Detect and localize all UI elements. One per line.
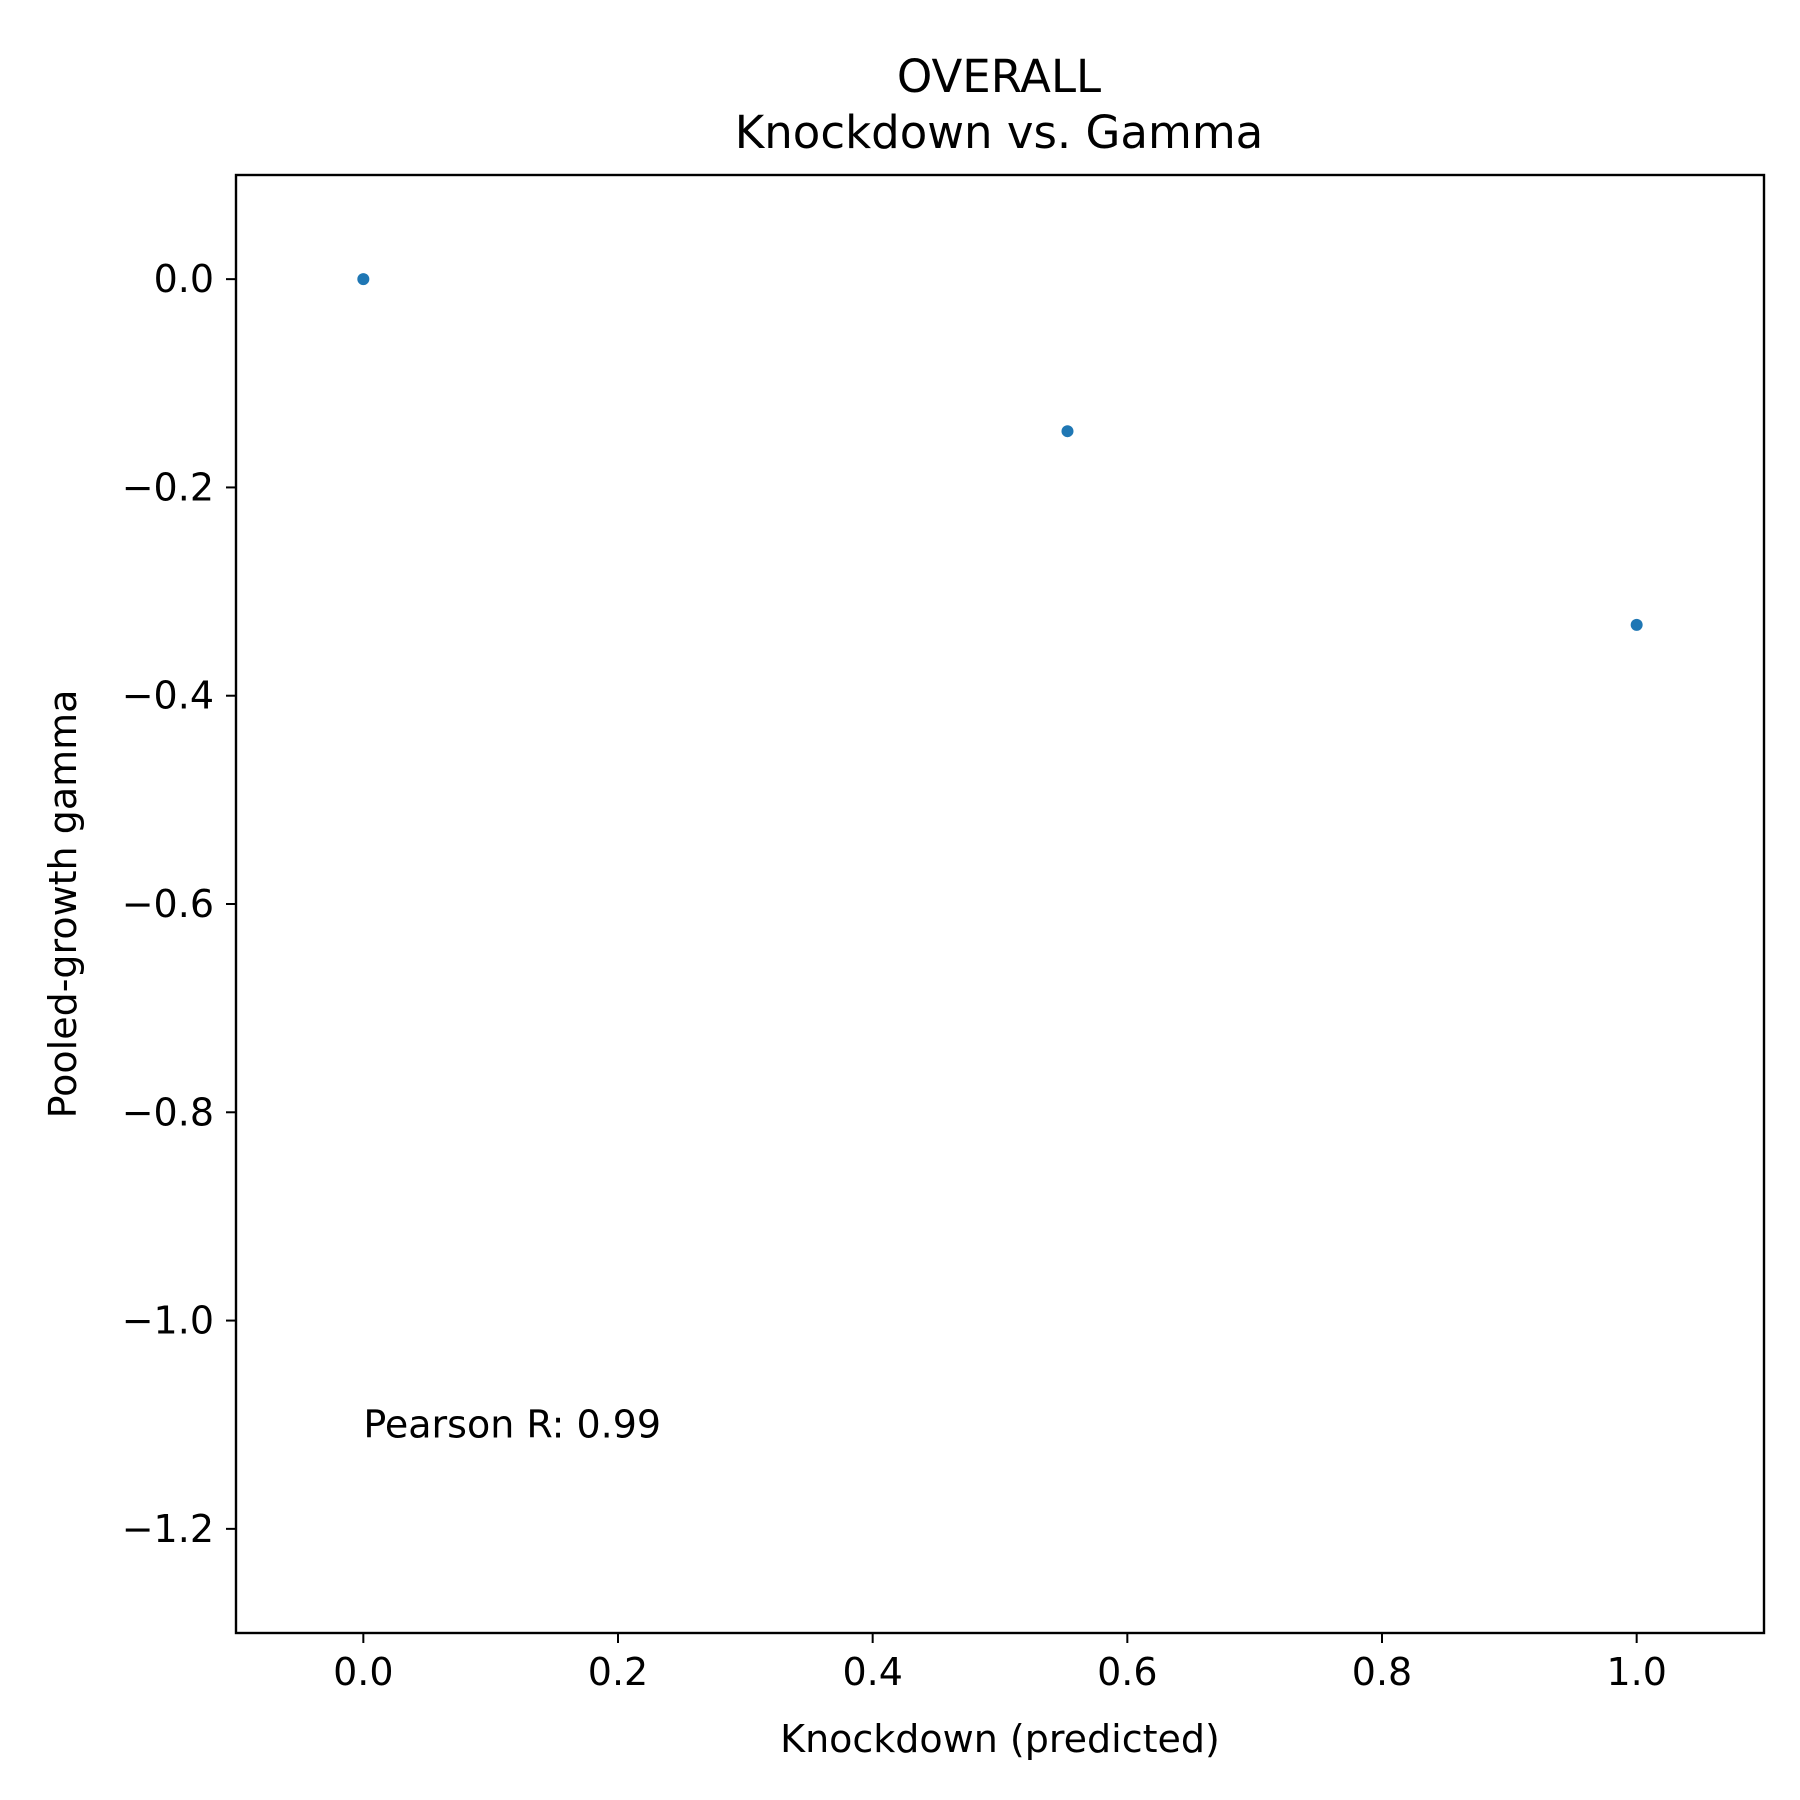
data-point [1061, 425, 1074, 438]
y-tick-label: 0.0 [154, 257, 214, 301]
x-axis-label: Knockdown (predicted) [780, 1717, 1220, 1761]
y-tick-label: −1.0 [122, 1299, 214, 1343]
chart-title-line-1: OVERALL [897, 50, 1101, 103]
x-tick-label: 0.6 [1097, 1650, 1157, 1694]
y-tick-label: −1.2 [122, 1507, 214, 1551]
pearson-annotation: Pearson R: 0.99 [363, 1403, 661, 1447]
y-tick-label: −0.2 [122, 465, 214, 509]
x-tick-label: 1.0 [1606, 1650, 1666, 1694]
y-axis-label: Pooled-growth gamma [41, 690, 85, 1119]
x-tick-label: 0.8 [1352, 1650, 1412, 1694]
data-point [1630, 618, 1643, 631]
x-tick-label: 0.0 [333, 1650, 393, 1694]
chart-title-line-2: Knockdown vs. Gamma [735, 106, 1263, 159]
x-tick-label: 0.4 [842, 1650, 902, 1694]
plot-area: Pearson R: 0.99 [357, 273, 1643, 1447]
y-tick-label: −0.6 [122, 882, 214, 926]
x-tick-label: 0.2 [588, 1650, 648, 1694]
y-tick-label: −0.8 [122, 1090, 214, 1134]
y-tick-label: −0.4 [122, 674, 214, 718]
data-point [357, 273, 370, 286]
